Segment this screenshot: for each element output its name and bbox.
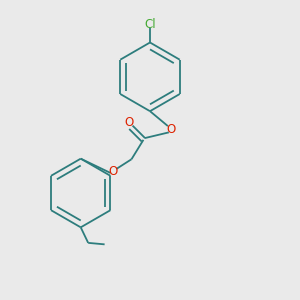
Text: O: O xyxy=(108,165,117,178)
Text: Cl: Cl xyxy=(144,18,156,31)
Text: O: O xyxy=(125,116,134,129)
Text: O: O xyxy=(167,123,176,136)
